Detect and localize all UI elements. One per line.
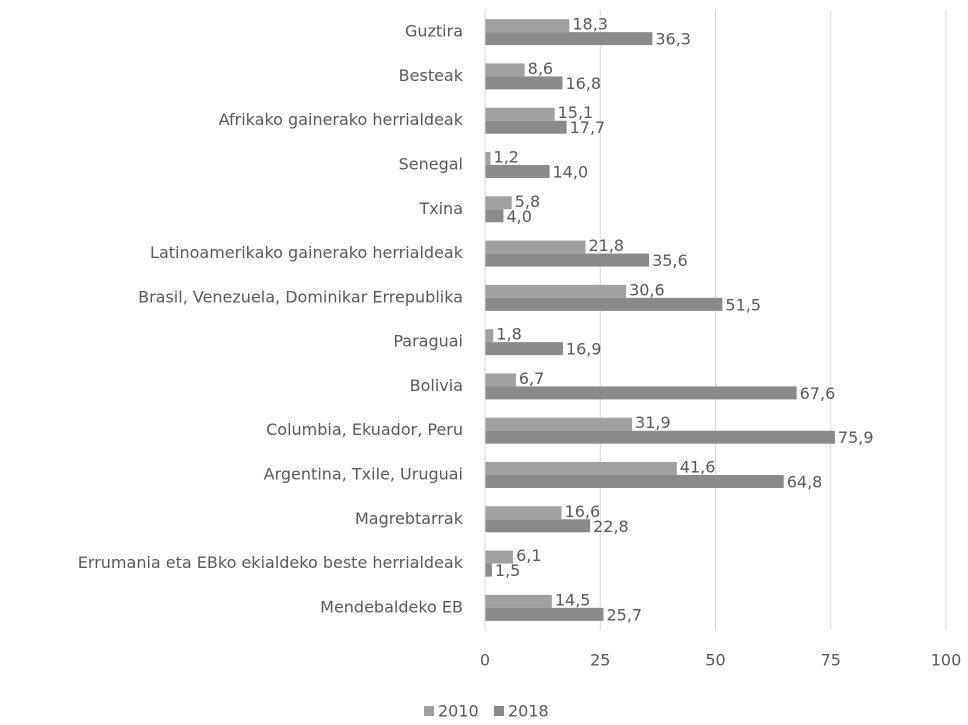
data-label: 16,8 [565,74,601,93]
data-label: 51,5 [725,295,761,314]
data-label: 5,8 [515,192,540,211]
bar [485,196,512,210]
data-label: 67,6 [800,384,836,403]
data-label: 6,7 [519,369,544,388]
y-tick-label: Columbia, Ekuador, Peru [266,420,463,439]
bar [485,152,491,165]
data-label: 1,2 [494,148,519,167]
data-label: 36,3 [655,30,691,49]
legend-swatch [424,706,434,716]
bar [485,32,653,46]
data-label: 1,5 [495,561,520,580]
bar [485,19,570,33]
data-label: 25,7 [606,605,642,624]
bar [485,165,550,178]
bar [485,120,567,134]
data-label: 15,1 [558,103,594,122]
data-label: 21,8 [588,236,624,255]
bar [485,386,797,400]
legend-label: 2010 [438,702,479,721]
x-tick-label: 75 [821,651,841,670]
y-tick-label: Brasil, Venezuela, Dominikar Errepublika [138,287,463,306]
data-label: 8,6 [528,59,553,78]
data-label: 14,0 [553,163,589,182]
x-tick-label: 25 [590,651,610,670]
bar [485,76,563,90]
bar [485,240,586,254]
x-tick-label: 50 [705,651,725,670]
data-label: 14,5 [555,590,591,609]
bar [485,550,514,564]
y-tick-label: Afrikako gainerako herrialdeak [219,110,464,129]
bar [485,253,650,267]
data-label: 41,6 [680,458,716,477]
data-label: 30,6 [629,280,665,299]
bar [485,373,516,387]
data-label: 6,1 [516,546,541,565]
x-tick-label: 0 [480,651,490,670]
x-tick-label: 100 [931,651,962,670]
y-tick-label: Txina [418,199,463,218]
y-tick-label: Paraguai [393,332,463,351]
bar [485,329,494,343]
bar [485,519,591,533]
y-tick-label: Mendebaldeko EB [320,597,463,616]
y-tick-label: Besteak [399,66,464,85]
y-tick-label: Argentina, Txile, Uruguai [264,465,463,484]
y-tick-label: Magrebtarrak [355,509,464,528]
data-label: 18,3 [572,15,608,34]
y-tick-label: Latinoamerikako gainerako herrialdeak [150,243,464,262]
bar [485,297,723,311]
bar [485,63,525,77]
data-label: 4,0 [506,207,531,226]
legend-label: 2018 [508,702,549,721]
data-label: 31,9 [635,413,671,432]
bar [485,107,555,121]
bar [485,607,604,621]
data-label: 75,9 [838,428,874,447]
data-label: 22,8 [593,517,629,536]
bar [485,594,552,608]
data-label: 1,8 [496,325,521,344]
bar [485,342,563,356]
legend-swatch [494,706,504,716]
bar [485,475,784,488]
bar [485,209,504,223]
data-label: 35,6 [652,251,688,270]
data-label: 16,6 [565,502,601,521]
y-tick-label: Senegal [399,155,463,174]
y-tick-label: Errumania eta EBko ekialdeko beste herri… [78,553,464,572]
y-tick-label: Guztira [405,22,463,41]
bar [485,417,633,431]
bar [485,462,677,475]
bar [485,430,835,444]
data-label: 17,7 [570,118,606,137]
data-label: 16,9 [566,340,602,359]
y-tick-label: Bolivia [410,376,463,395]
data-label: 64,8 [787,473,823,492]
bar [485,284,627,298]
bar [485,506,562,520]
bar [485,563,492,577]
